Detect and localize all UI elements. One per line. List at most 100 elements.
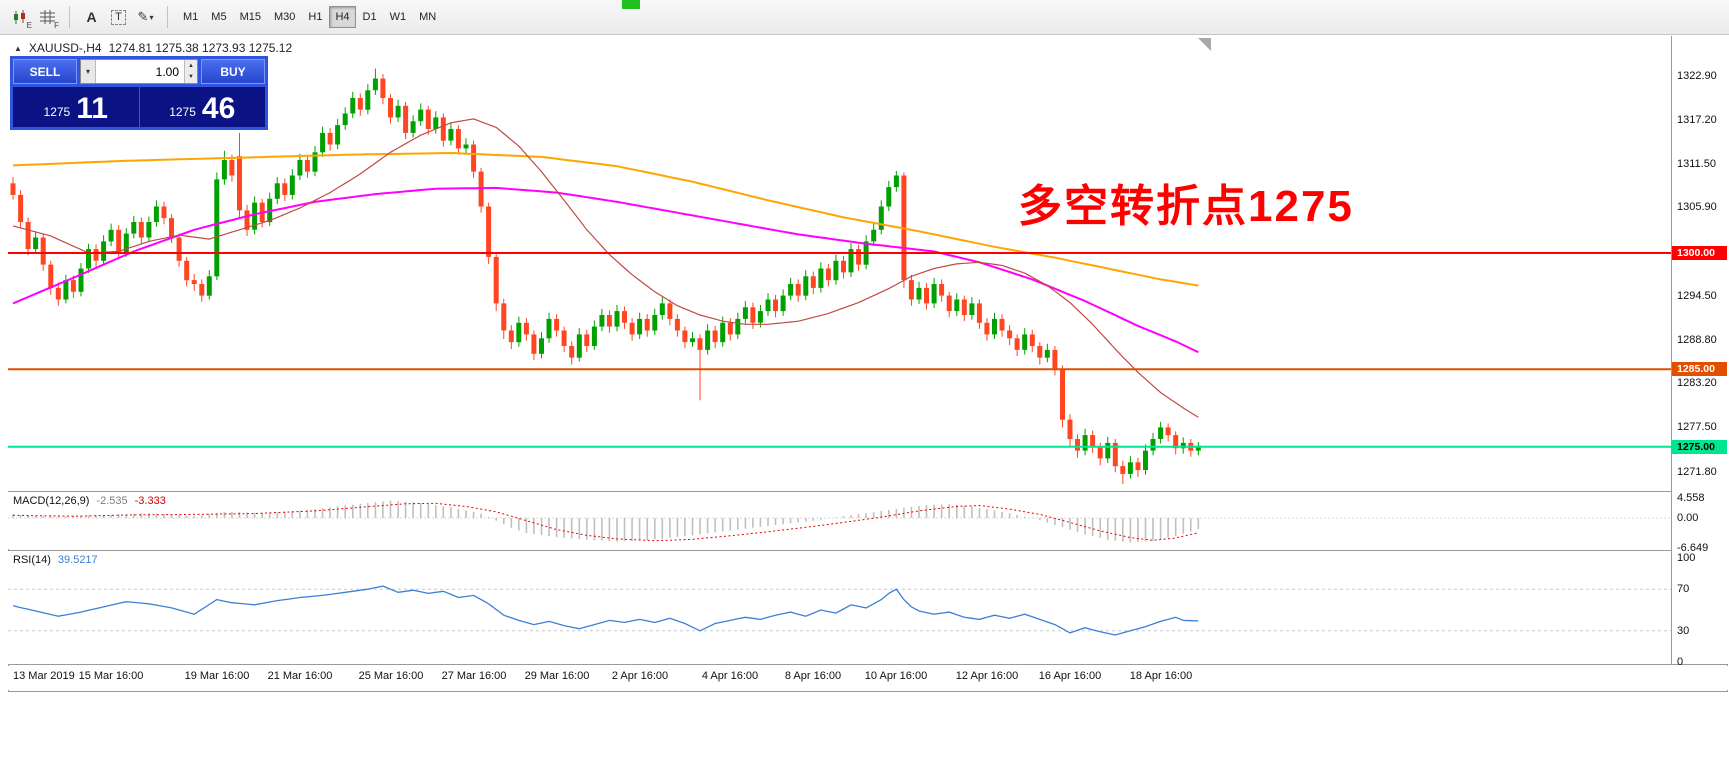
time-tick: 25 Mar 16:00 xyxy=(358,670,424,682)
buy-price[interactable]: 1275 46 xyxy=(140,87,266,127)
ma-slow-orange xyxy=(12,151,1199,287)
time-tick: 10 Apr 16:00 xyxy=(864,670,928,682)
price-tick: 1283.20 xyxy=(1677,377,1717,389)
time-tick: 12 Apr 16:00 xyxy=(955,670,1019,682)
text-tool-icon[interactable]: A xyxy=(79,5,104,29)
tool-sub-label: E xyxy=(26,21,32,30)
price-axis-separator xyxy=(1671,36,1672,664)
grid-glyph xyxy=(40,10,55,24)
toolbar-separator xyxy=(167,6,168,28)
textbox-tool-glyph: T xyxy=(111,9,126,25)
buy-button[interactable]: BUY xyxy=(201,59,265,84)
time-tick: 15 Mar 16:00 xyxy=(78,670,144,682)
time-tick: 16 Apr 16:00 xyxy=(1038,670,1102,682)
timeframe-mn[interactable]: MN xyxy=(419,11,437,23)
price-tick: 1317.20 xyxy=(1677,114,1717,126)
price-tick: 1271.80 xyxy=(1677,466,1717,478)
timeframe-group: M1 M5 M15 M30 H1 H4 D1 W1 MN xyxy=(177,6,442,28)
time-tick: 27 Mar 16:00 xyxy=(441,670,507,682)
sell-price-main: 1275 xyxy=(43,105,71,119)
symbol-overlay: ▲ XAUUSD-,H4 1274.81 1275.38 1273.93 127… xyxy=(14,41,292,55)
candlestick-chart[interactable] xyxy=(8,36,1671,491)
volume-field[interactable]: ▾ 1.00 ▲ ▼ xyxy=(80,59,198,84)
timeframe-h1[interactable]: H1 xyxy=(308,11,323,23)
symbol-marker-icon: ▲ xyxy=(14,43,22,53)
rsi-label: RSI(14) 39.5217 xyxy=(13,554,98,566)
panel-separator[interactable] xyxy=(8,491,1728,492)
timeframe-m1[interactable]: M1 xyxy=(183,11,199,23)
volume-stepper[interactable]: ▲ ▼ xyxy=(184,60,197,83)
price-tick: 1305.90 xyxy=(1677,201,1717,213)
volume-up-icon[interactable]: ▲ xyxy=(185,60,197,72)
rsi-panel[interactable] xyxy=(8,551,1671,664)
text-tool-glyph: A xyxy=(86,9,97,25)
chart-shift-marker[interactable] xyxy=(1198,38,1211,51)
macd-axis-tick: -6.649 xyxy=(1677,542,1709,554)
timeframe-h4[interactable]: H4 xyxy=(329,6,356,28)
pencil-glyph: ✎ xyxy=(137,9,149,24)
macd-axis-tick: 4.558 xyxy=(1677,492,1705,504)
toolbar: E F A T ✎ ▾ M1 M5 M15 M30 H1 H4 D1 W1 MN xyxy=(0,0,1729,35)
one-click-trading-panel: SELL ▾ 1.00 ▲ ▼ BUY 1275 11 1275 46 xyxy=(10,56,268,130)
tool-sub-label: F xyxy=(54,21,59,30)
timeframe-m30[interactable]: M30 xyxy=(273,11,296,23)
buy-price-main: 1275 xyxy=(169,105,196,119)
price-line-badge: 1275.00 xyxy=(1672,440,1727,454)
trade-panel-controls: SELL ▾ 1.00 ▲ ▼ BUY xyxy=(13,59,265,84)
timeframe-d1[interactable]: D1 xyxy=(362,11,377,23)
rsi-value: 39.5217 xyxy=(57,554,98,566)
price-axis[interactable]: 1322.90 1317.20 1311.50 1305.90 1294.50 1288.… xyxy=(1672,36,1728,668)
time-tick: 4 Apr 16:00 xyxy=(701,670,759,682)
time-tick: 13 Mar 2019 xyxy=(13,670,75,682)
price-tick: 1322.90 xyxy=(1677,70,1717,82)
macd-name: MACD(12,26,9) xyxy=(13,495,90,507)
macd-axis-tick: 0.00 xyxy=(1677,512,1699,524)
textbox-tool-icon[interactable]: T xyxy=(106,5,131,29)
price-line-badge: 1285.00 xyxy=(1672,362,1727,376)
price-tick: 1288.80 xyxy=(1677,334,1717,346)
rsi-axis-tick: 30 xyxy=(1677,625,1690,637)
time-tick: 18 Apr 16:00 xyxy=(1129,670,1193,682)
time-tick: 8 Apr 16:00 xyxy=(784,670,842,682)
sell-price[interactable]: 1275 11 xyxy=(13,87,139,127)
chart-mode-icon[interactable]: E xyxy=(8,5,33,30)
price-tick: 1277.50 xyxy=(1677,421,1717,433)
timeframe-m5[interactable]: M5 xyxy=(211,11,227,23)
sell-price-pips: 11 xyxy=(76,92,108,125)
buy-price-pips: 46 xyxy=(201,92,236,125)
volume-down-icon[interactable]: ▼ xyxy=(185,71,197,83)
chevron-down-icon[interactable]: ▾ xyxy=(149,12,154,22)
trade-panel-prices: 1275 11 1275 46 xyxy=(13,87,265,127)
volume-dropdown-icon[interactable]: ▾ xyxy=(81,60,96,83)
draw-tool-icon[interactable]: ✎ ▾ xyxy=(133,5,158,29)
sell-button[interactable]: SELL xyxy=(13,59,77,84)
time-tick: 2 Apr 16:00 xyxy=(611,670,669,682)
toolbar-green-indicator xyxy=(622,0,640,9)
volume-value[interactable]: 1.00 xyxy=(155,64,179,79)
rsi-axis-tick: 100 xyxy=(1677,552,1696,564)
rsi-name: RSI(14) xyxy=(13,554,51,566)
macd-signal-value: -3.333 xyxy=(134,495,166,507)
rsi-axis-tick: 70 xyxy=(1677,583,1690,595)
grid-icon[interactable]: F xyxy=(35,5,60,30)
macd-main-value: -2.535 xyxy=(96,495,128,507)
macd-label: MACD(12,26,9) -2.535 -3.333 xyxy=(13,495,166,507)
time-tick: 19 Mar 16:00 xyxy=(184,670,250,682)
ma-fast-red xyxy=(12,118,1199,418)
time-tick: 29 Mar 16:00 xyxy=(524,670,590,682)
ma-mid-magenta xyxy=(12,186,1199,354)
macd-panel[interactable] xyxy=(8,492,1671,549)
rsi-axis-tick: 0 xyxy=(1677,656,1684,668)
price-line-badge: 1300.00 xyxy=(1672,246,1727,260)
symbol-name: XAUUSD-,H4 xyxy=(28,41,102,55)
chart-annotation-text[interactable]: 多空转折点1275 xyxy=(1018,182,1354,231)
price-tick: 1294.50 xyxy=(1677,290,1717,302)
time-axis[interactable]: 13 Mar 2019 15 Mar 16:00 19 Mar 16:00 21 Ma… xyxy=(8,666,1728,690)
toolbar-separator xyxy=(69,6,70,28)
timeframe-w1[interactable]: W1 xyxy=(389,11,407,23)
time-tick: 21 Mar 16:00 xyxy=(267,670,333,682)
panel-separator[interactable] xyxy=(8,550,1728,551)
panel-separator[interactable] xyxy=(8,664,1728,665)
price-divider xyxy=(138,87,140,127)
timeframe-m15[interactable]: M15 xyxy=(239,11,261,23)
